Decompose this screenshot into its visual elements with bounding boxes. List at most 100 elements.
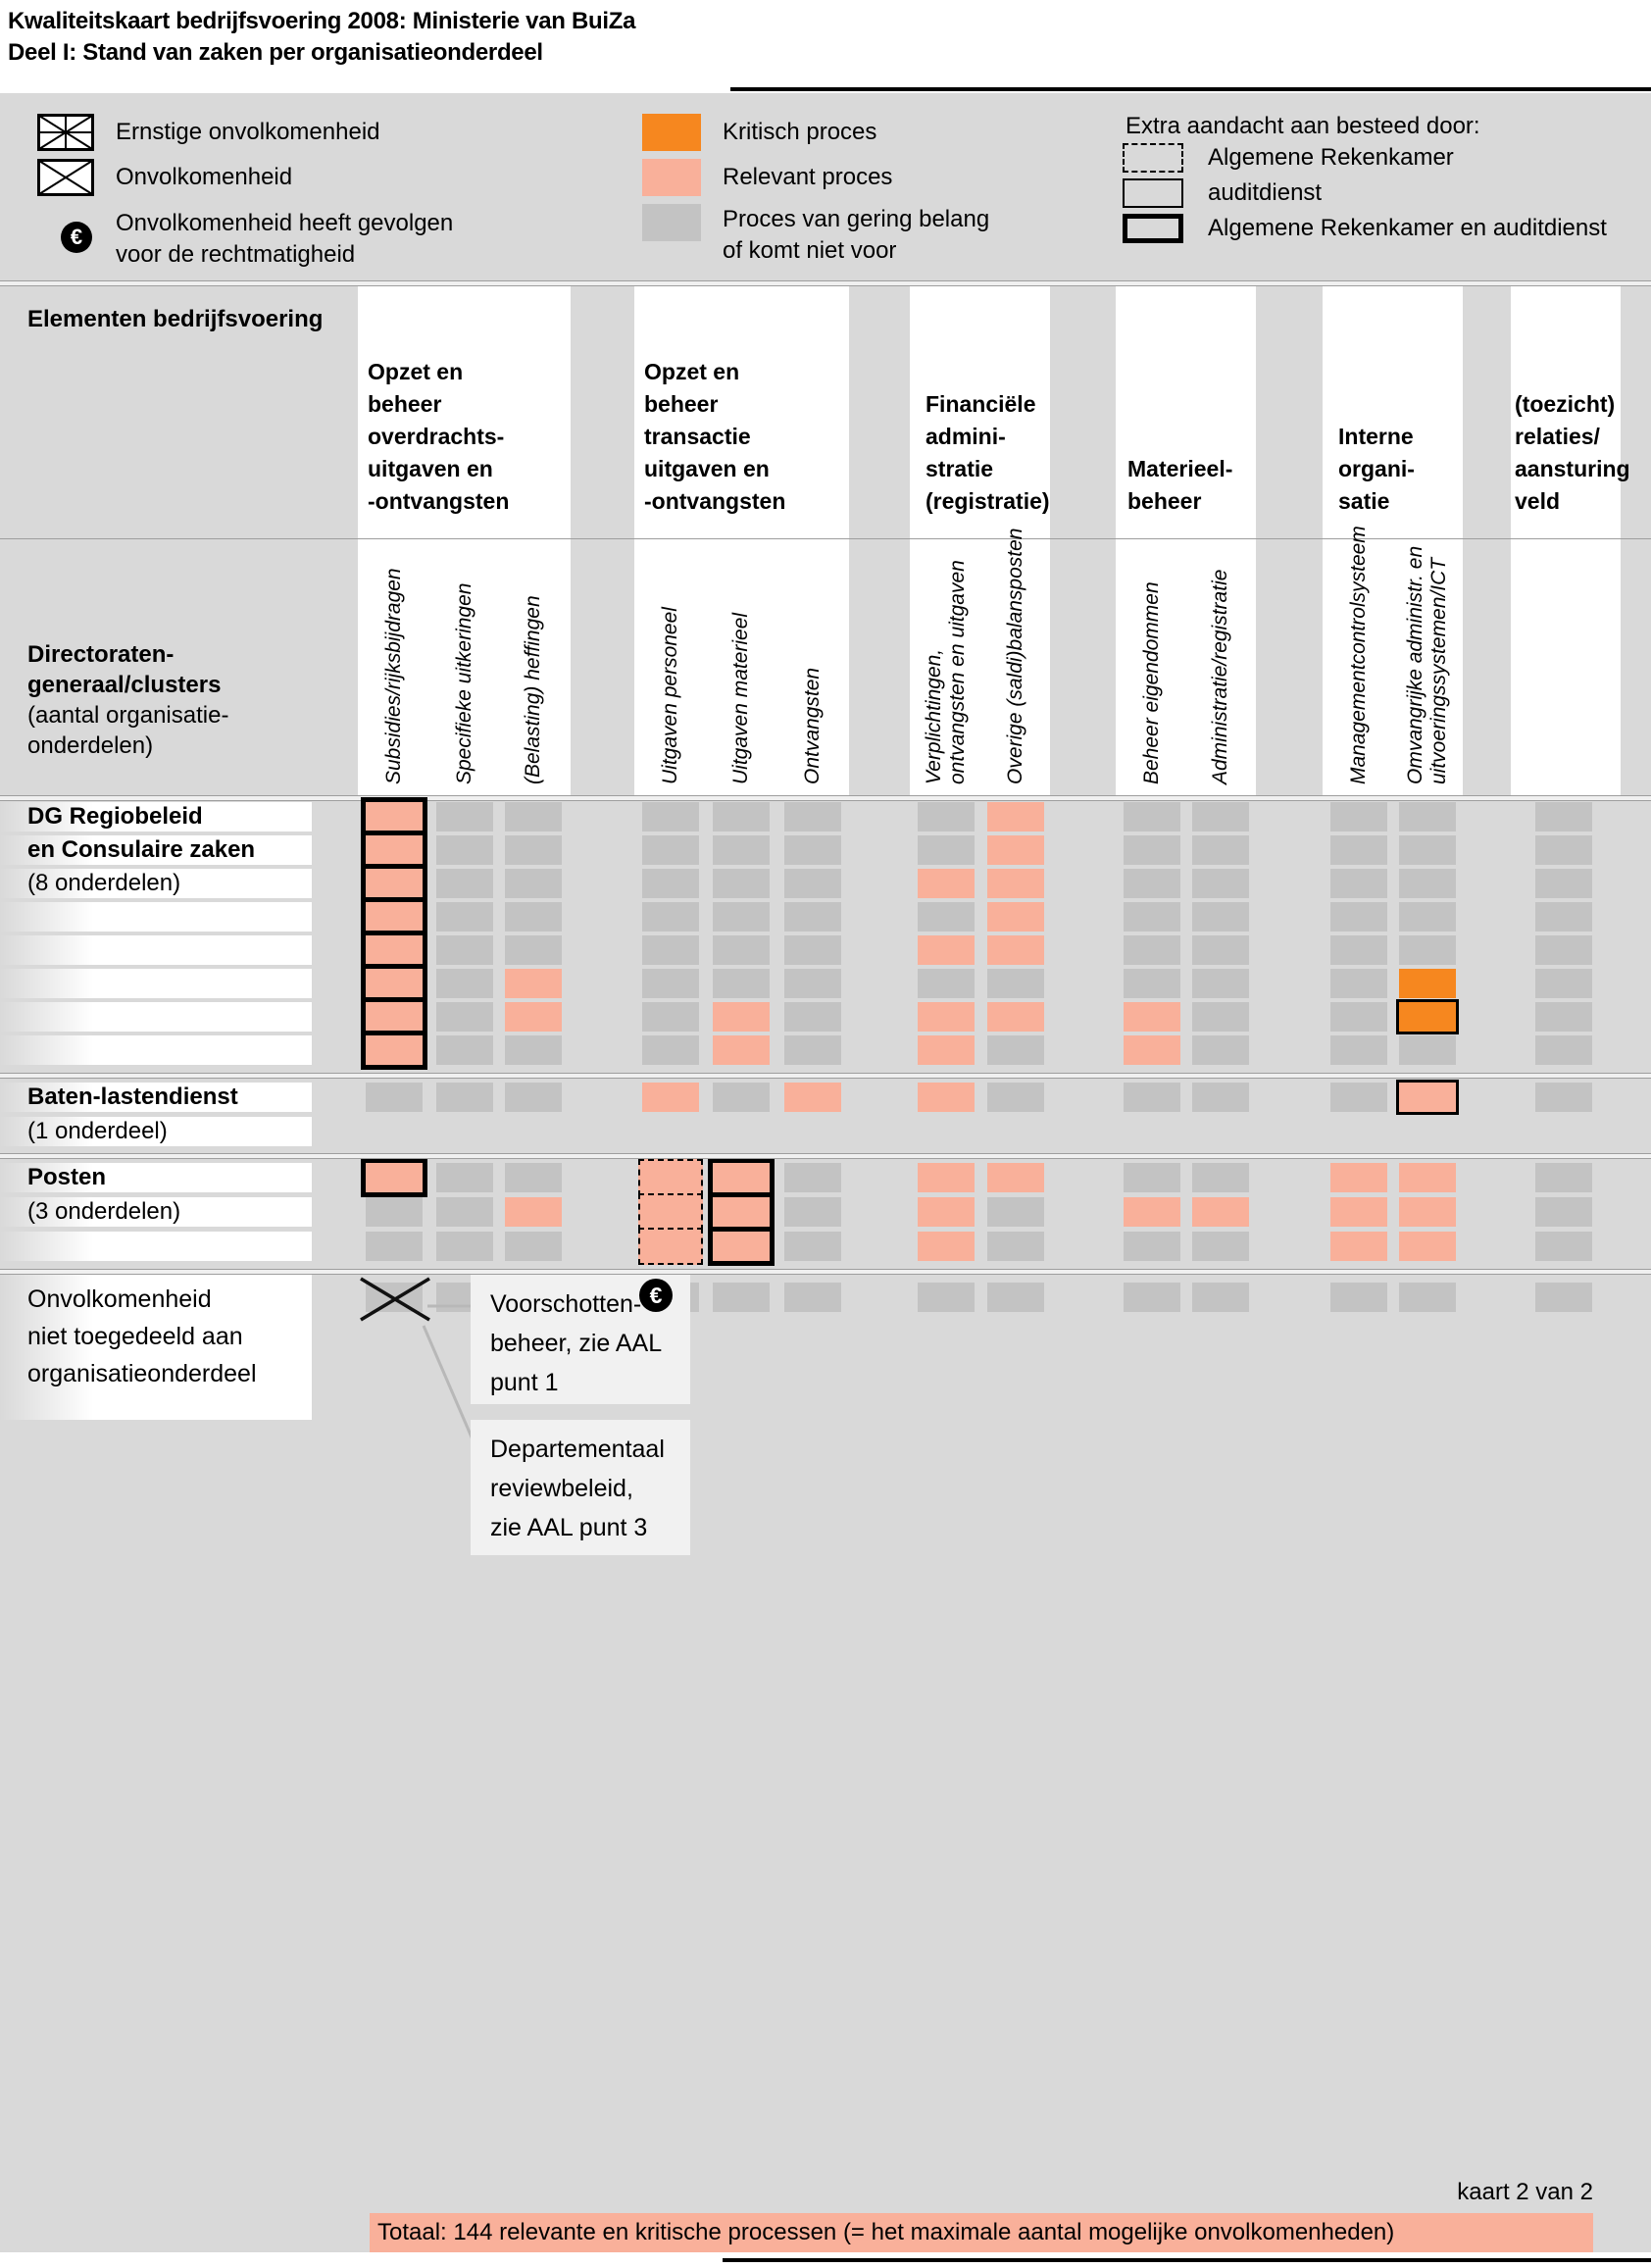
matrix-cell: [1535, 1002, 1592, 1032]
matrix-cell: [436, 1002, 493, 1032]
matrix-cell: [1192, 935, 1249, 965]
thin-box-icon: [1123, 178, 1183, 208]
matrix-cell: [505, 1197, 562, 1227]
legend-ernstige-label: Ernstige onvolkomenheid: [116, 119, 380, 145]
matrix-cell: [784, 835, 841, 865]
matrix-cell: [918, 835, 975, 865]
matrix-cell: [918, 1002, 975, 1032]
matrix-cell: [505, 1002, 562, 1032]
page-indicator: kaart 2 van 2: [1457, 2179, 1593, 2205]
matrix-cell: [1535, 1197, 1592, 1227]
matrix-cell: [784, 869, 841, 898]
matrix-cell: [1535, 1083, 1592, 1112]
matrix-cell: [1535, 1283, 1592, 1312]
matrix-cell: [1192, 1163, 1249, 1192]
matrix-cell: [987, 902, 1044, 932]
column-label: Uitgaven materieel: [729, 612, 752, 784]
group-header-label: Interne organi- satie: [1338, 424, 1415, 514]
matrix-cell: [918, 1197, 975, 1227]
row-label: DG Regiobeleid: [27, 803, 203, 830]
matrix-cell: [642, 835, 699, 865]
matrix-cell: [1535, 902, 1592, 932]
matrix-cell: [642, 869, 699, 898]
matrix-cell: [987, 1002, 1044, 1032]
matrix-cell: [784, 969, 841, 998]
matrix-cell: [1535, 1232, 1592, 1261]
matrix-cell: [784, 1083, 841, 1112]
dashed-box-icon: [1123, 143, 1183, 173]
matrix-cell: [1124, 835, 1180, 865]
matrix-cell: [1124, 1163, 1180, 1192]
callout-box: Voorschotten- beheer, zie AAL punt 1 €: [471, 1275, 690, 1404]
matrix-cell: [1124, 935, 1180, 965]
matrix-cell: [505, 902, 562, 932]
matrix-cell: [713, 902, 770, 932]
column-group-strip: [1323, 286, 1463, 795]
column-label: Beheer eigendommen: [1140, 581, 1163, 784]
matrix-cell: [436, 869, 493, 898]
column-label: Specifieke uitkeringen: [453, 582, 475, 784]
matrix-cell: [784, 1035, 841, 1065]
row-label-strip: [0, 935, 312, 965]
matrix-cell: [713, 969, 770, 998]
column-label: (Belasting) heffingen: [522, 595, 544, 784]
matrix-cell: [1330, 1197, 1387, 1227]
matrix-cell: [1192, 802, 1249, 832]
matrix-cell: [713, 1083, 770, 1112]
top-rule: [730, 87, 1651, 91]
total-banner: Totaal: 144 relevante en kritische proce…: [370, 2213, 1593, 2252]
separator-posten-bottom: [0, 1269, 1651, 1275]
row-label-strip: [0, 1083, 312, 1112]
row-label-strip: [0, 1117, 312, 1146]
matrix-cell: [505, 969, 562, 998]
matrix-cell: [1330, 1163, 1387, 1192]
matrix-cell: [1124, 1083, 1180, 1112]
callout-leader-lines: [412, 1285, 480, 1451]
matrix-cell: [642, 935, 699, 965]
matrix-cell: [436, 969, 493, 998]
matrix-cell: [436, 1163, 493, 1192]
page-title: Kwaliteitskaart bedrijfsvoering 2008: Mi…: [8, 8, 636, 66]
matrix-cell: [918, 869, 975, 898]
column-label: Overige (saldi)balansposten: [1004, 528, 1026, 784]
matrix-cell: [1192, 869, 1249, 898]
matrix-cell: [784, 935, 841, 965]
group-header-label: Opzet en beheer transactie uitgaven en -…: [644, 359, 786, 514]
matrix-cell: [638, 1193, 703, 1231]
matrix-cell: [436, 1083, 493, 1112]
row-label: (8 onderdelen): [27, 870, 181, 896]
matrix-cell: [1124, 1197, 1180, 1227]
matrix-cell: [1399, 835, 1456, 865]
matrix-cell: [987, 1197, 1044, 1227]
matrix-cell: [1330, 1283, 1387, 1312]
column-label: Verplichtingen, ontvangsten en uitgaven: [923, 560, 969, 784]
matrix-cell: [436, 802, 493, 832]
euro-icon: €: [639, 1279, 673, 1312]
matrix-cell: [505, 835, 562, 865]
matrix-cell: [1330, 869, 1387, 898]
matrix-cell: [436, 902, 493, 932]
matrix-cell: [1399, 1035, 1456, 1065]
matrix-cell: [1124, 1002, 1180, 1032]
matrix-cell: [918, 802, 975, 832]
matrix-cell: [1399, 1163, 1456, 1192]
matrix-cell: [1192, 1083, 1249, 1112]
matrix-cell: [638, 1159, 703, 1196]
matrix-cell: [1124, 1283, 1180, 1312]
legend-relevant-label: Relevant proces: [723, 164, 893, 190]
matrix-cell: [784, 1197, 841, 1227]
matrix-cell: [505, 869, 562, 898]
euro-icon: €: [61, 222, 92, 253]
matrix-cell: [987, 1035, 1044, 1065]
matrix-cell: [784, 1163, 841, 1192]
group-header-label: (toezicht) relaties/ aansturing veld: [1515, 391, 1630, 514]
matrix-cell: [642, 902, 699, 932]
matrix-cell: [784, 902, 841, 932]
matrix-cell: [713, 869, 770, 898]
matrix-cell: [713, 1035, 770, 1065]
row-label-strip: [0, 902, 312, 932]
matrix-cell: [436, 935, 493, 965]
matrix-cell: [918, 1035, 975, 1065]
separator-dg-baten: [0, 1073, 1651, 1079]
matrix-cell: [713, 835, 770, 865]
